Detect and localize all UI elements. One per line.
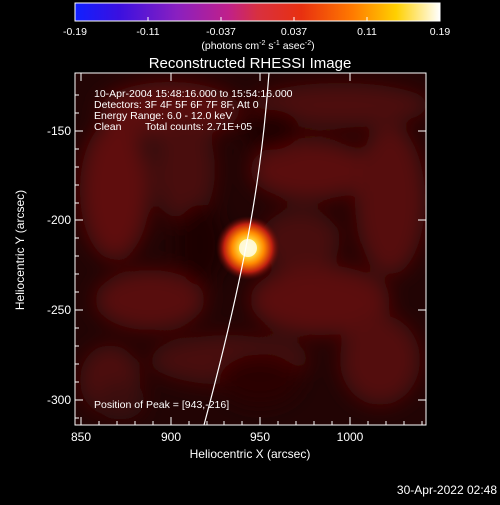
- peak-position-label: Position of Peak = [943,-216]: [94, 399, 229, 411]
- info-total-counts: Total counts: 2.71E+05: [145, 121, 252, 133]
- y-tick-label: -250: [47, 303, 71, 317]
- plot-frame: [74, 72, 427, 426]
- x-tick-label: 1000: [337, 430, 364, 444]
- info-detectors: Detectors: 3F 4F 5F 6F 7F 8F, Att 0: [94, 99, 259, 111]
- footer-timestamp: 30-Apr-2022 02:48: [397, 483, 497, 497]
- y-tick-label: -200: [47, 213, 71, 227]
- colorbar-units: (photons cm-2 s-1 asec-2): [201, 40, 314, 52]
- colorbar-tick-label: -0.19: [63, 26, 87, 38]
- solar-limb-curve: [203, 73, 270, 425]
- y-axis-ticks: [75, 94, 426, 419]
- x-tick-label: 850: [71, 430, 91, 444]
- x-tick-label: 950: [250, 430, 270, 444]
- colorbar-tick-label: 0.11: [357, 26, 377, 38]
- rhessi-image: [75, 73, 426, 425]
- info-time-range: 10-Apr-2004 15:48:16.000 to 15:54:16.000: [94, 88, 293, 100]
- info-energy-range: Energy Range: 6.0 - 12.0 keV: [94, 110, 232, 122]
- y-tick-label: -300: [47, 393, 71, 407]
- colorbar-tick-label: -0.11: [136, 26, 159, 38]
- x-axis-ticks: [80, 73, 423, 425]
- observation-info: 10-Apr-2004 15:48:16.000 to 15:54:16.000…: [94, 88, 293, 133]
- colorbar: [74, 2, 441, 22]
- colorbar-tick-label: 0.037: [281, 26, 307, 38]
- x-axis-label: Heliocentric X (arcsec): [190, 447, 311, 461]
- x-tick-label: 900: [161, 430, 181, 444]
- colorbar-tick-label: -0.037: [206, 26, 236, 38]
- colorbar-ticks: [74, 17, 441, 21]
- plot-title: Reconstructed RHESSI Image: [149, 55, 352, 72]
- info-method: Clean: [94, 121, 122, 133]
- y-tick-label: -150: [47, 124, 71, 138]
- y-axis-label: Heliocentric Y (arcsec): [13, 190, 27, 310]
- colorbar-tick-label: 0.19: [430, 26, 451, 38]
